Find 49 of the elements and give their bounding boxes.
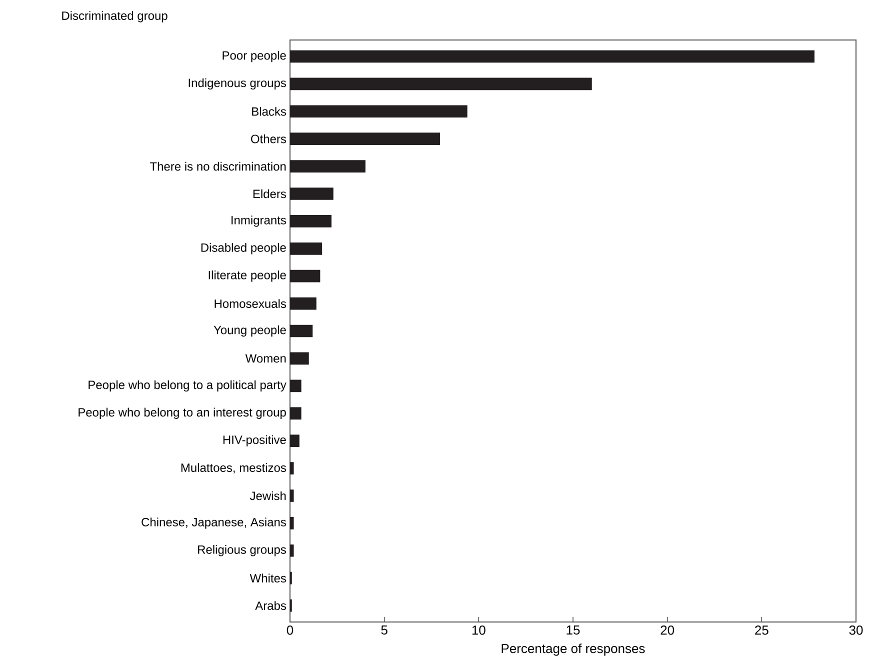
y-tick-label: People who belong to an interest group (78, 408, 286, 419)
bar (290, 242, 322, 255)
y-tick-label: Inmigrants (232, 216, 286, 227)
bar (290, 407, 302, 420)
bar (290, 434, 300, 447)
bar (290, 50, 814, 63)
x-tick-label: 15 (566, 626, 580, 635)
bar (290, 462, 294, 474)
y-tick-label: Homosexuals (214, 299, 286, 308)
bar (290, 132, 440, 146)
bar (290, 160, 366, 172)
y-axis-title: Discriminated group (62, 11, 168, 22)
bar (290, 188, 334, 200)
x-tick-label: 25 (755, 626, 768, 635)
y-tick-label: Blacks (252, 106, 286, 116)
y-tick-label: Poor people (222, 50, 286, 62)
x-axis-title: Percentage of responses (502, 644, 645, 656)
y-tick-label: HIV-positive (223, 435, 286, 446)
y-tick-label: Indigenous groups (188, 78, 286, 90)
y-tick-label: Young people (214, 325, 286, 337)
bar (290, 324, 313, 338)
bar (290, 105, 468, 118)
y-tick-label: Elders (253, 189, 286, 198)
x-tick-label: 20 (660, 626, 674, 635)
bar (290, 297, 316, 310)
x-tick-label: 0 (286, 626, 294, 635)
bar (290, 544, 294, 557)
y-tick-label: Others (251, 134, 286, 144)
y-tick-label: Disabled people (201, 243, 286, 254)
bar (290, 490, 294, 502)
y-tick-label: Chinese, Japanese, Asians (142, 518, 286, 529)
x-tick-label: 10 (472, 626, 486, 635)
y-tick-label: There is no discrimination (150, 162, 286, 171)
y-tick-label: Arabs (255, 601, 286, 610)
bar (290, 380, 302, 392)
x-tick-label: 30 (849, 626, 863, 635)
bar (290, 352, 309, 365)
y-tick-label: Whites (250, 574, 286, 582)
bar (290, 215, 332, 228)
y-tick-label: Women (245, 354, 286, 363)
x-tick-label: 5 (381, 626, 388, 635)
bar (290, 78, 592, 90)
bar (290, 517, 294, 530)
y-tick-label: Mulattoes, mestizos (181, 463, 286, 474)
y-tick-label: Jewish (250, 491, 286, 500)
y-tick-label: People who belong to a political party (88, 380, 286, 392)
bar (290, 270, 320, 282)
y-tick-label: Iliterate people (208, 270, 286, 282)
y-tick-label: Religious groups (198, 545, 286, 556)
